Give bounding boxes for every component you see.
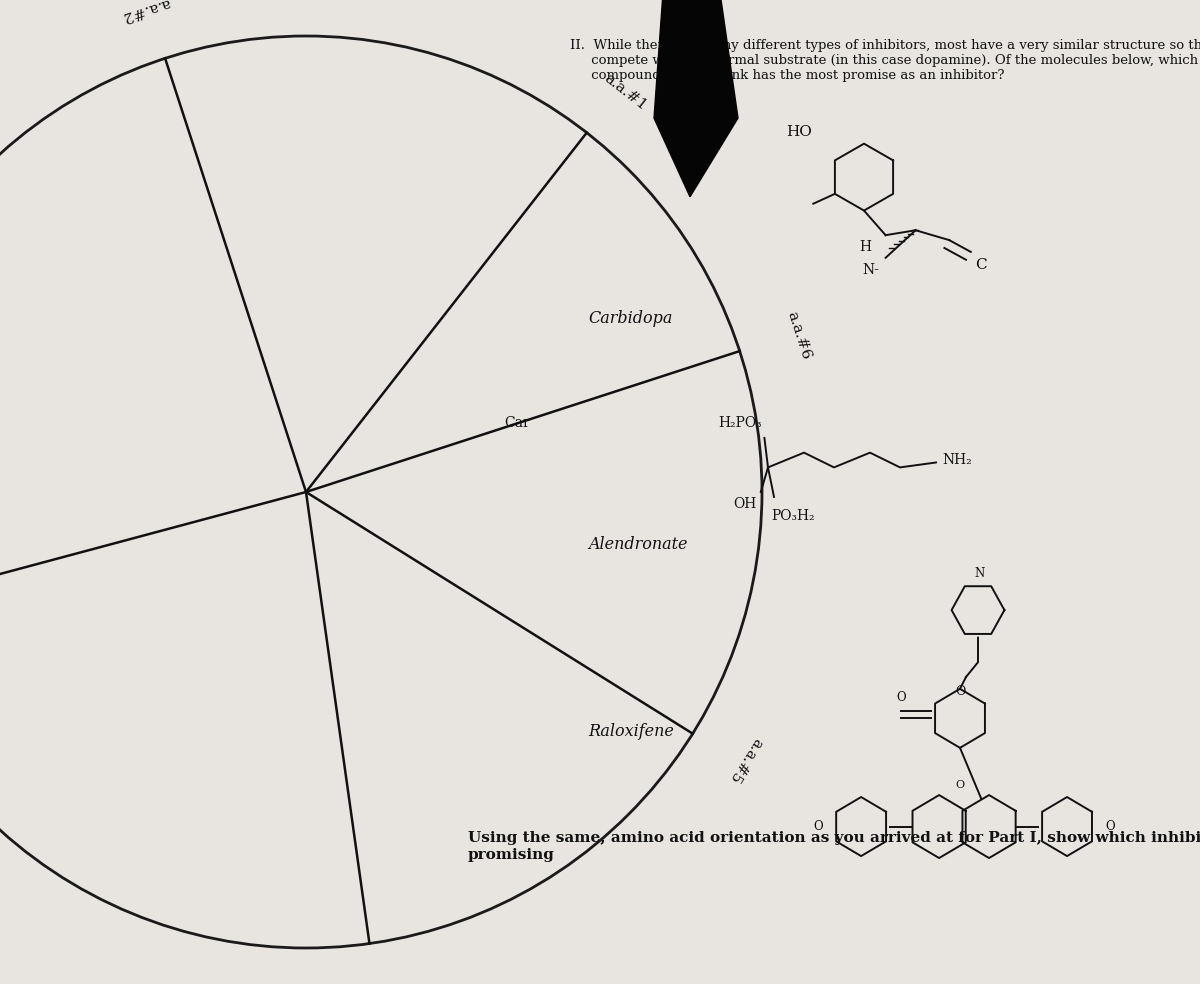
Text: O: O	[814, 820, 823, 833]
Text: O: O	[1105, 820, 1115, 833]
Text: a.a.#5: a.a.#5	[726, 736, 764, 785]
Text: a.a.#6: a.a.#6	[785, 309, 814, 361]
Text: a.a.#1: a.a.#1	[601, 72, 649, 113]
Text: PO₃H₂: PO₃H₂	[772, 509, 815, 523]
Text: II.  While there are many different types of inhibitors, most have a very simila: II. While there are many different types…	[570, 39, 1200, 83]
Text: OH: OH	[733, 497, 756, 511]
Text: Carbidopa: Carbidopa	[588, 310, 672, 327]
Text: N-: N-	[863, 263, 880, 277]
Text: O: O	[955, 780, 965, 790]
Text: O: O	[955, 685, 965, 698]
Text: NH₂: NH₂	[942, 453, 972, 466]
Text: N: N	[974, 567, 984, 580]
Text: HO: HO	[786, 125, 812, 139]
Text: H₂PO₃: H₂PO₃	[719, 416, 762, 430]
Text: O: O	[896, 691, 906, 704]
Text: a.a.#2: a.a.#2	[120, 0, 172, 24]
Text: Car: Car	[504, 416, 529, 430]
Text: C: C	[976, 258, 988, 272]
Text: Alendronate: Alendronate	[588, 536, 688, 553]
Text: H: H	[859, 240, 871, 254]
Text: Raloxifene: Raloxifene	[588, 723, 674, 740]
Polygon shape	[654, 0, 738, 197]
Text: Using the same, amino acid orientation as you arrived at for Part I, show which : Using the same, amino acid orientation a…	[468, 831, 1200, 862]
